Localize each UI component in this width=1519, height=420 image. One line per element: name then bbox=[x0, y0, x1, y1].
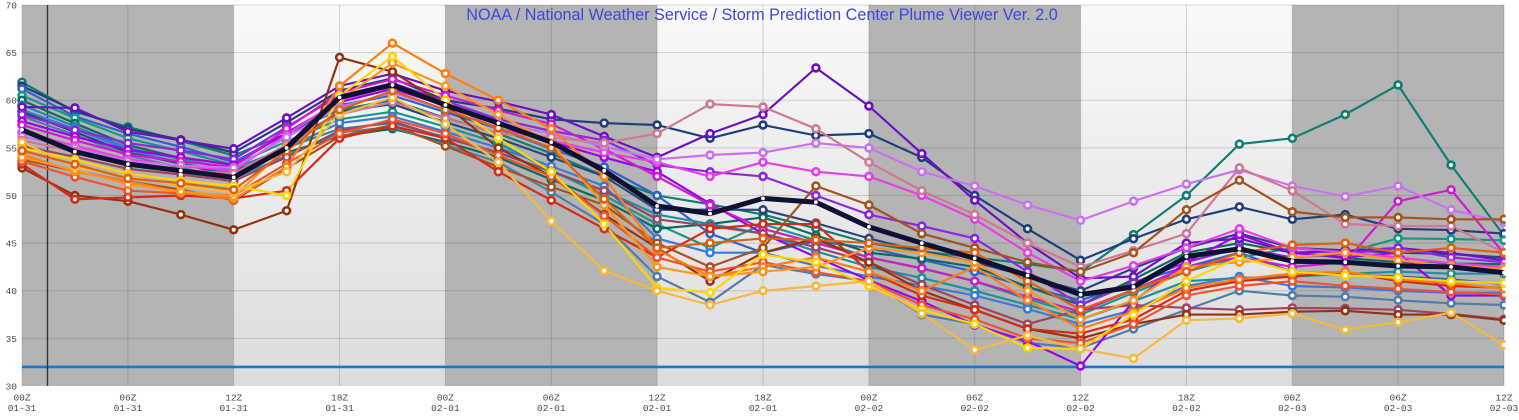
svg-text:50: 50 bbox=[6, 191, 18, 202]
svg-text:70: 70 bbox=[6, 0, 18, 11]
svg-text:00Z: 00Z bbox=[437, 393, 454, 404]
svg-text:12Z: 12Z bbox=[225, 393, 242, 404]
svg-text:06Z: 06Z bbox=[543, 393, 560, 404]
svg-text:06Z: 06Z bbox=[1390, 393, 1407, 404]
svg-text:55: 55 bbox=[6, 143, 18, 154]
svg-text:06Z: 06Z bbox=[966, 393, 983, 404]
svg-text:02-02: 02-02 bbox=[855, 403, 884, 414]
svg-text:60: 60 bbox=[6, 96, 18, 107]
svg-text:18Z: 18Z bbox=[331, 393, 348, 404]
svg-text:02-01: 02-01 bbox=[537, 403, 566, 414]
svg-text:02-02: 02-02 bbox=[1172, 403, 1201, 414]
svg-text:65: 65 bbox=[6, 48, 18, 59]
svg-text:12Z: 12Z bbox=[1495, 393, 1512, 404]
svg-text:02-03: 02-03 bbox=[1490, 403, 1519, 414]
svg-text:01-31: 01-31 bbox=[325, 403, 354, 414]
svg-text:NOAA / National Weather Servic: NOAA / National Weather Service / Storm … bbox=[466, 6, 1057, 24]
svg-text:02-03: 02-03 bbox=[1384, 403, 1413, 414]
svg-text:12Z: 12Z bbox=[649, 393, 666, 404]
svg-text:01-31: 01-31 bbox=[8, 403, 37, 414]
svg-text:00Z: 00Z bbox=[1284, 393, 1301, 404]
svg-text:00Z: 00Z bbox=[860, 393, 877, 404]
svg-text:40: 40 bbox=[6, 286, 18, 297]
svg-text:02-02: 02-02 bbox=[960, 403, 989, 414]
svg-text:18Z: 18Z bbox=[1178, 393, 1195, 404]
svg-text:01-31: 01-31 bbox=[219, 403, 248, 414]
svg-text:02-01: 02-01 bbox=[643, 403, 672, 414]
svg-text:18Z: 18Z bbox=[754, 393, 771, 404]
svg-text:02-03: 02-03 bbox=[1278, 403, 1307, 414]
svg-text:35: 35 bbox=[6, 334, 18, 345]
svg-text:12Z: 12Z bbox=[1072, 393, 1089, 404]
svg-text:02-01: 02-01 bbox=[749, 403, 778, 414]
svg-text:06Z: 06Z bbox=[119, 393, 136, 404]
svg-text:02-01: 02-01 bbox=[431, 403, 460, 414]
svg-text:30: 30 bbox=[6, 381, 18, 392]
svg-text:00Z: 00Z bbox=[13, 393, 30, 404]
svg-text:45: 45 bbox=[6, 239, 18, 250]
svg-text:02-02: 02-02 bbox=[1066, 403, 1095, 414]
svg-text:01-31: 01-31 bbox=[114, 403, 143, 414]
